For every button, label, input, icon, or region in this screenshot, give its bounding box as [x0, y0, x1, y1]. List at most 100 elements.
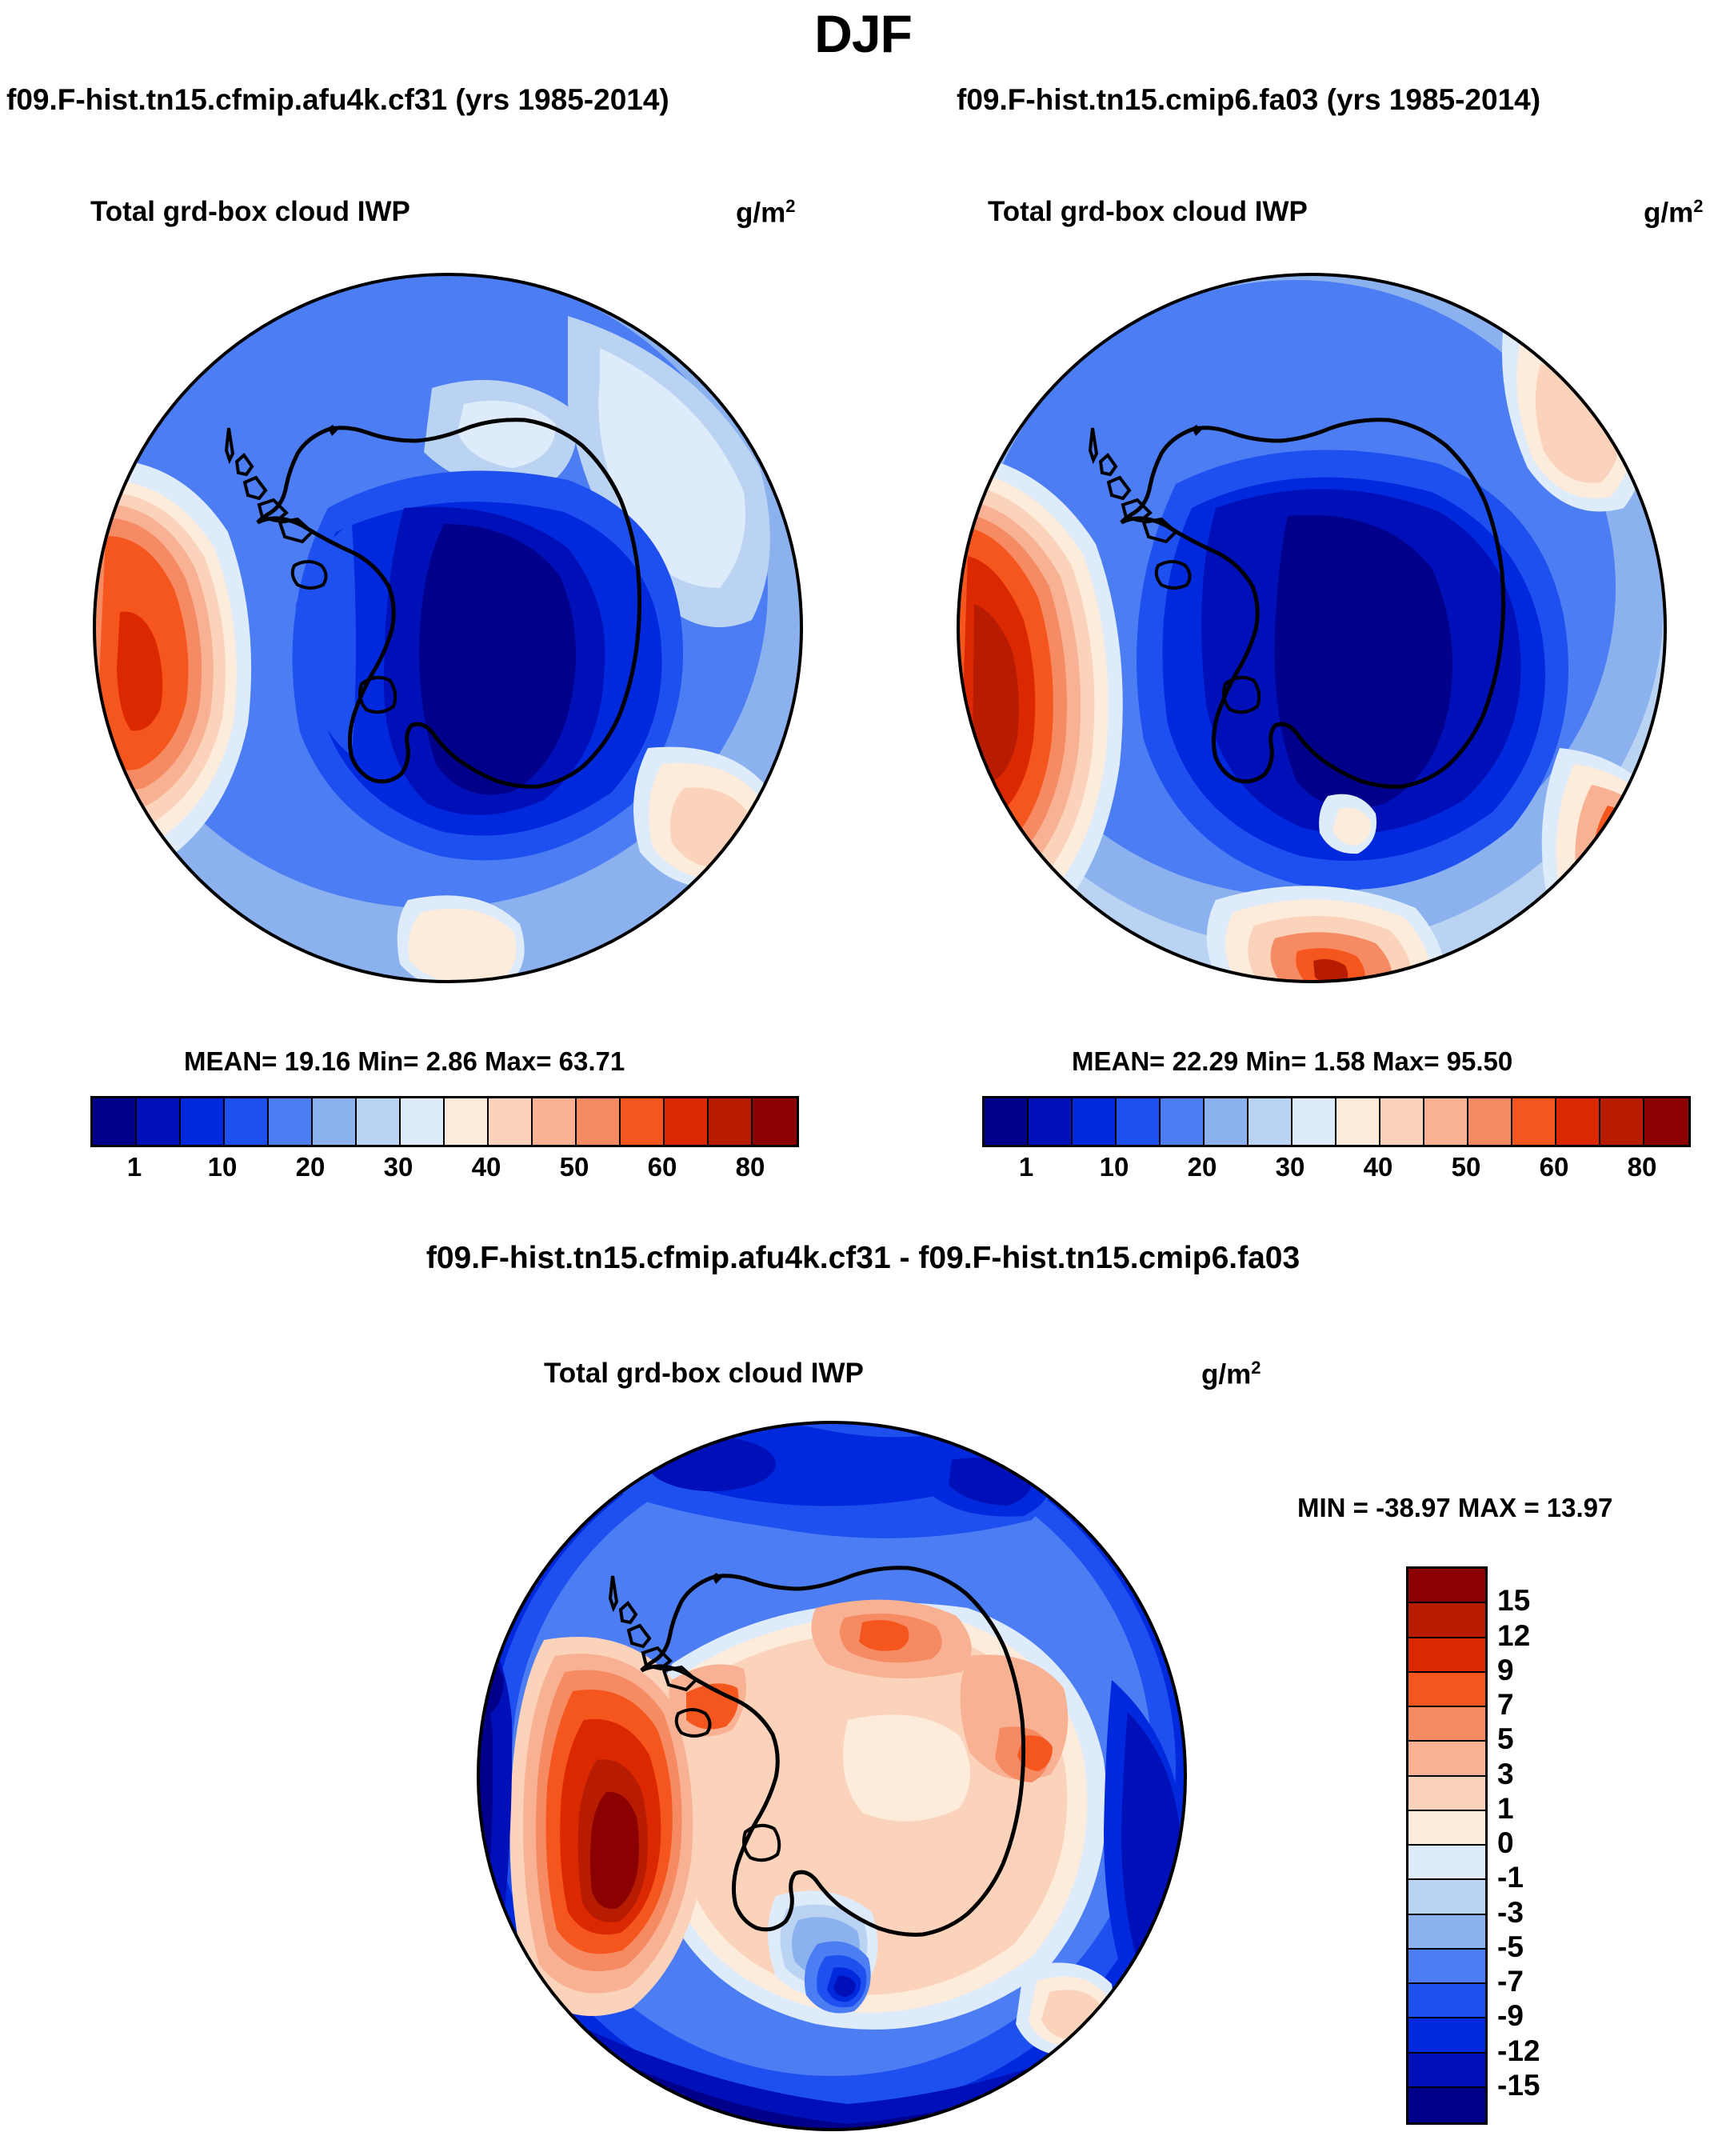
diff-minmax: MIN = -38.97 MAX = 13.97	[1297, 1493, 1613, 1522]
field-label-right: Total grd-box cloud IWP	[988, 196, 1308, 227]
colorbar-swatch	[1161, 1098, 1205, 1145]
units-text-left: g/m	[736, 197, 786, 229]
colorbar-right[interactable]	[982, 1096, 1691, 1147]
colorbar-tick-label: 3	[1497, 1757, 1514, 1790]
colorbar-swatch	[1408, 1603, 1485, 1638]
colorbar-swatch	[1408, 1672, 1485, 1707]
colorbar-tick-label: 20	[1187, 1152, 1217, 1182]
map-right	[957, 273, 1667, 983]
colorbar-swatch	[1408, 1914, 1485, 1950]
colorbar-tick-label: 40	[471, 1152, 501, 1182]
colorbar-diff-labels: 15 12 9 7 5 3 1 0 -1 -3 -5 -7 -9 -12 -15	[1497, 1566, 1609, 2120]
colorbar-swatch	[1408, 1569, 1485, 1604]
colorbar-tick-label: 10	[207, 1152, 238, 1182]
colorbar-swatch	[1205, 1098, 1249, 1145]
colorbar-swatch	[1408, 1949, 1485, 1984]
colorbar-swatch	[401, 1098, 445, 1145]
map-diff	[477, 1421, 1187, 2131]
colorbar-swatch	[1249, 1098, 1293, 1145]
colorbar-swatch	[1424, 1098, 1468, 1145]
colorbar-tick-label: 1	[126, 1152, 142, 1182]
colorbar-swatch	[181, 1098, 225, 1145]
colorbar-tick-label: 80	[1627, 1152, 1657, 1182]
colorbar-swatch	[1408, 1707, 1485, 1742]
colorbar-tick-label: -9	[1497, 1999, 1524, 2033]
colorbar-tick-label: 80	[735, 1152, 765, 1182]
colorbar-swatch	[1600, 1098, 1644, 1145]
colorbar-swatch	[1117, 1098, 1161, 1145]
colorbar-swatch	[577, 1098, 621, 1145]
colorbar-tick-label: -5	[1497, 1930, 1524, 1963]
colorbar-swatch	[357, 1098, 401, 1145]
units-right: g/m2	[1644, 196, 1703, 230]
colorbar-swatch	[1408, 2053, 1485, 2088]
colorbar-tick-label: 1	[1497, 1791, 1514, 1825]
colorbar-tick-label: -3	[1497, 1895, 1524, 1929]
colorbar-swatch	[1408, 1880, 1485, 1915]
colorbar-swatch	[985, 1098, 1029, 1145]
colorbar-swatch	[1380, 1098, 1424, 1145]
stats-left: MEAN= 19.16 Min= 2.86 Max= 63.71	[184, 1046, 625, 1076]
colorbar-swatch	[93, 1098, 137, 1145]
colorbar-tick-label: 40	[1363, 1152, 1393, 1182]
colorbar-swatch	[1408, 1742, 1485, 1777]
colorbar-tick-label: 5	[1497, 1722, 1514, 1756]
colorbar-diff[interactable]	[1406, 1566, 1488, 2125]
case-title-right: f09.F-hist.tn15.cmip6.fa03 (yrs 1985-201…	[957, 83, 1541, 116]
colorbar-swatch	[1336, 1098, 1380, 1145]
colorbar-tick-label: -1	[1497, 1861, 1524, 1894]
field-label-diff: Total grd-box cloud IWP	[544, 1358, 864, 1389]
units-exponent-right: 2	[1693, 196, 1704, 216]
colorbar-tick-label: 60	[647, 1152, 677, 1182]
colorbar-tick-label: 60	[1539, 1152, 1569, 1182]
colorbar-swatch	[621, 1098, 665, 1145]
colorbar-swatch	[445, 1098, 489, 1145]
units-text-diff: g/m	[1201, 1358, 1252, 1390]
units-text-right: g/m	[1644, 197, 1694, 229]
colorbar-swatch	[269, 1098, 313, 1145]
colorbar-swatch	[1468, 1098, 1512, 1145]
colorbar-swatch	[1408, 2087, 1485, 2122]
colorbar-tick-label: 50	[559, 1152, 589, 1182]
colorbar-tick-label: -12	[1497, 2034, 1540, 2067]
colorbar-left[interactable]	[90, 1096, 799, 1147]
colorbar-tick-label: 10	[1099, 1152, 1129, 1182]
colorbar-swatch	[1408, 1984, 1485, 2019]
colorbar-swatch	[1073, 1098, 1117, 1145]
colorbar-tick-label: 0	[1497, 1826, 1514, 1859]
colorbar-swatch	[709, 1098, 753, 1145]
colorbar-swatch	[225, 1098, 269, 1145]
colorbar-tick-label: 1	[1018, 1152, 1034, 1182]
colorbar-swatch	[1408, 1810, 1485, 1846]
colorbar-tick-label: 7	[1497, 1688, 1514, 1721]
stats-right: MEAN= 22.29 Min= 1.58 Max= 95.50	[1072, 1046, 1513, 1076]
units-exponent-diff: 2	[1251, 1358, 1261, 1378]
colorbar-swatch	[1293, 1098, 1336, 1145]
colorbar-swatch	[1644, 1098, 1688, 1145]
colorbar-swatch	[533, 1098, 577, 1145]
colorbar-tick-label: 20	[295, 1152, 326, 1182]
colorbar-swatch	[489, 1098, 533, 1145]
map-left	[93, 273, 803, 983]
colorbar-tick-label: 15	[1497, 1584, 1531, 1618]
colorbar-swatch	[1512, 1098, 1556, 1145]
units-diff: g/m2	[1201, 1358, 1261, 1391]
colorbar-swatch	[753, 1098, 797, 1145]
colorbar-tick-label: 9	[1497, 1653, 1514, 1686]
colorbar-left-labels: 1 10 20 30 40 50 60 80	[90, 1152, 794, 1189]
colorbar-swatch	[1556, 1098, 1600, 1145]
colorbar-tick-label: -15	[1497, 2068, 1540, 2102]
colorbar-tick-label: 30	[383, 1152, 414, 1182]
colorbar-tick-label: 30	[1275, 1152, 1305, 1182]
colorbar-swatch	[1029, 1098, 1073, 1145]
case-title-left: f09.F-hist.tn15.cfmip.afu4k.cf31 (yrs 19…	[6, 83, 669, 116]
colorbar-swatch	[665, 1098, 709, 1145]
colorbar-swatch	[1408, 1776, 1485, 1811]
field-label-left: Total grd-box cloud IWP	[90, 196, 410, 227]
diff-case-title: f09.F-hist.tn15.cfmip.afu4k.cf31 - f09.F…	[426, 1241, 1300, 1275]
colorbar-right-labels: 1 10 20 30 40 50 60 80	[982, 1152, 1686, 1189]
colorbar-tick-label: 50	[1451, 1152, 1481, 1182]
units-left: g/m2	[736, 196, 795, 230]
colorbar-swatch	[1408, 2018, 1485, 2054]
